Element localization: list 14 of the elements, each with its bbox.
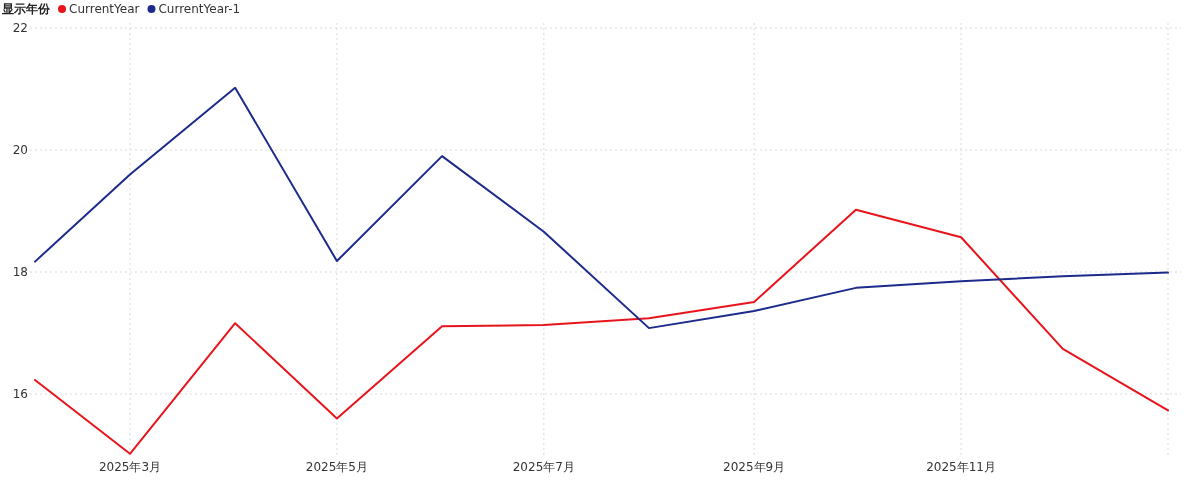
line-series: [34, 208, 1169, 455]
x-tick-label: 2025年9月: [723, 460, 786, 474]
legend-label: CurrentYear: [69, 2, 140, 16]
y-tick-label: 20: [12, 143, 28, 157]
x-tick-label: 2025年7月: [512, 460, 575, 474]
y-tick-label: 22: [12, 21, 28, 35]
line-series: [34, 86, 1169, 330]
x-tick-label: 2025年11月: [926, 460, 996, 474]
y-tick-label: 18: [12, 265, 28, 279]
x-tick-label: 2025年3月: [98, 460, 162, 474]
legend-label: CurrentYear-1: [158, 2, 241, 16]
legend-title: 显示年份: [1, 2, 51, 16]
x-tick-label: 2025年5月: [305, 460, 368, 474]
y-tick-label: 16: [12, 387, 28, 401]
